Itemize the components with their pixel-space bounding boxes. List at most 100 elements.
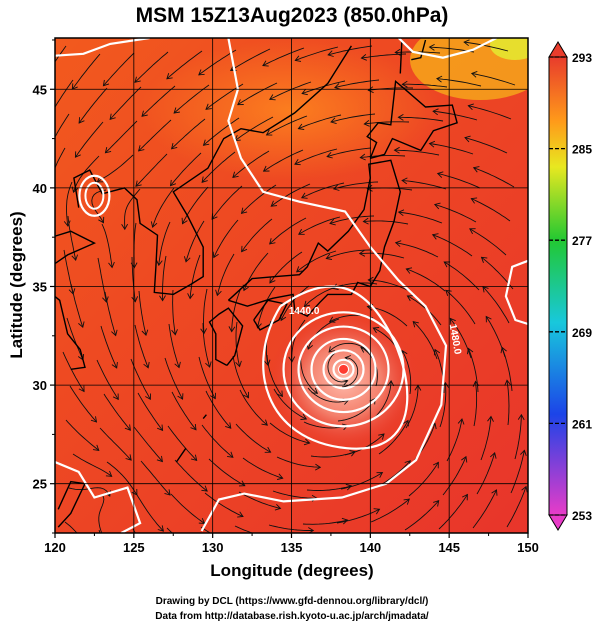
streamline [472, 489, 497, 529]
streamline-arrow [135, 180, 142, 187]
cyclone-center-marker [338, 363, 350, 375]
streamline [446, 418, 463, 462]
streamline-arrow [118, 562, 124, 568]
streamline-arrow [155, 259, 163, 267]
streamline [71, 53, 101, 90]
streamline-arrow [102, 296, 109, 303]
streamline [238, 491, 281, 509]
streamline [501, 347, 513, 392]
streamline [67, 215, 77, 261]
streamline-arrow [432, 461, 439, 469]
typhoon-contour-ring [310, 337, 377, 401]
streamline-arrow [145, 393, 151, 401]
x-tick-label: 120 [44, 540, 66, 555]
streamline-arrow [432, 108, 439, 116]
streamline-arrow [341, 517, 349, 525]
streamline [263, 149, 304, 172]
streamline-arrow [469, 228, 476, 235]
streamline-arrow [328, 316, 336, 323]
streamline-arrow [131, 296, 139, 303]
streamline-arrow [301, 192, 308, 199]
contour-label: 1480.0 [447, 323, 463, 355]
typhoon-contour-ring [297, 325, 390, 414]
streamline [306, 485, 352, 491]
streamline [402, 83, 448, 88]
streamline [138, 290, 147, 336]
colorbar-tick-label: 269 [572, 326, 592, 340]
streamline-arrow [156, 455, 163, 463]
streamline-arrow [225, 422, 232, 429]
streamline-arrow [150, 221, 158, 228]
streamline-arrow [470, 70, 478, 78]
y-tick-label: 30 [33, 378, 47, 393]
coastline-layer [55, 39, 458, 528]
streamline [109, 86, 142, 120]
streamline-arrow [334, 83, 341, 90]
streamline [105, 120, 138, 154]
streamline-arrow [303, 300, 311, 308]
streamline-arrow [467, 103, 474, 111]
coastline [175, 447, 187, 463]
streamline-arrow [134, 76, 141, 83]
streamline [232, 150, 270, 178]
streamline [429, 143, 474, 155]
streamline-arrow [330, 117, 337, 125]
streamline-arrow [202, 139, 210, 146]
streamline-arrow [270, 200, 278, 207]
streamline [510, 450, 525, 494]
streamline [262, 47, 305, 67]
streamline [134, 324, 149, 368]
streamline [234, 525, 254, 533]
streamline-arrow [272, 536, 278, 542]
streamline [438, 494, 468, 530]
streamline-arrow [166, 73, 173, 80]
streamline-arrow [433, 202, 441, 210]
streamline [241, 184, 277, 214]
streamline-arrow [227, 451, 234, 458]
streamline-arrow [500, 346, 507, 354]
streamline [171, 118, 206, 150]
streamline [205, 390, 232, 429]
streamline-arrow [472, 166, 480, 173]
streamline [104, 291, 117, 336]
streamline-arrow [428, 44, 435, 51]
streamline-arrow [200, 328, 208, 335]
streamline-arrow [373, 508, 381, 515]
streamline [473, 167, 515, 188]
contour-label: 1440.0 [289, 306, 320, 317]
streamline [449, 318, 472, 359]
streamline-arrow [49, 112, 54, 118]
streamline-arrow [74, 151, 81, 158]
streamline-arrow [464, 135, 471, 143]
streamline [200, 526, 211, 533]
streamline [201, 424, 234, 458]
streamline-arrow [104, 146, 112, 154]
streamline [66, 181, 73, 227]
streamline [280, 285, 310, 321]
streamline-arrow [288, 356, 296, 363]
streamline-arrow [181, 217, 188, 225]
coastline [202, 414, 207, 420]
coastline [55, 230, 97, 370]
coastline [208, 307, 244, 367]
streamline [232, 355, 249, 399]
streamline [198, 49, 237, 76]
streamline-arrow [433, 500, 440, 507]
streamline-arrow [232, 171, 239, 178]
streamline [437, 173, 481, 189]
x-tick-label: 135 [281, 540, 303, 555]
streamline [103, 393, 131, 431]
streamline [327, 45, 373, 56]
streamline [170, 493, 205, 524]
streamline [98, 495, 105, 533]
streamline [166, 50, 203, 80]
colorbar-top-arrow [548, 41, 568, 58]
streamline-arrow [394, 48, 401, 56]
streamline-arrow [463, 39, 470, 47]
streamline-arrow [157, 525, 164, 532]
streamline-arrow [241, 245, 248, 253]
streamline [75, 121, 104, 158]
streamline-arrow [314, 463, 322, 471]
colorbar-tick-label: 261 [572, 417, 592, 431]
